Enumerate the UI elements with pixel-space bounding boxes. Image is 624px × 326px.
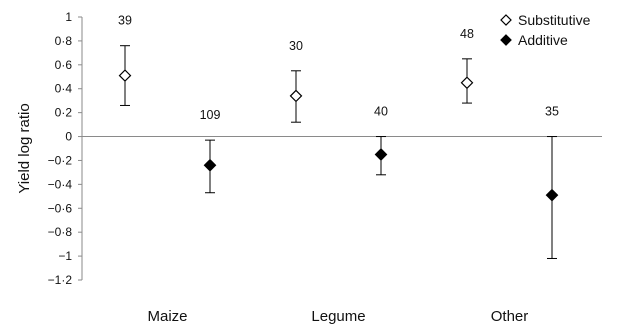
legend: Substitutive Additive bbox=[500, 12, 591, 48]
y-tick-label: −1 bbox=[58, 249, 72, 263]
y-tick-label: 0·2 bbox=[55, 106, 73, 120]
y-tick-label: 0·6 bbox=[55, 58, 73, 72]
sample-size-label: 48 bbox=[460, 27, 474, 41]
substitutive-point bbox=[118, 69, 132, 82]
y-tick-label: −0·4 bbox=[48, 177, 73, 191]
y-tick-label: 0·8 bbox=[55, 34, 73, 48]
sample-size-label: 40 bbox=[374, 105, 388, 119]
y-axis-title: Yield log ratio bbox=[16, 103, 33, 193]
substitutive-point bbox=[460, 76, 474, 90]
y-tick-label: −0·2 bbox=[48, 153, 73, 167]
substitutive-point bbox=[289, 89, 303, 103]
sample-size-label: 39 bbox=[118, 14, 132, 28]
legend-label: Substitutive bbox=[518, 12, 591, 28]
additive-point bbox=[203, 158, 217, 172]
legend-open-diamond-icon bbox=[500, 14, 512, 26]
sample-size-label: 30 bbox=[289, 39, 303, 53]
axes bbox=[81, 17, 602, 280]
legend-label: Additive bbox=[518, 32, 568, 48]
sample-size-label: 109 bbox=[200, 108, 221, 122]
y-ticks: 1 0·8 0·6 0·4 0·2 0 −0·2 −0·4 −0·6 −0·8 −1 −1·2 bbox=[48, 10, 82, 287]
y-tick-label: 0·4 bbox=[55, 82, 73, 96]
additive-point bbox=[374, 148, 388, 161]
y-tick-label: 1 bbox=[65, 10, 72, 24]
x-category-label: Legume bbox=[311, 308, 365, 325]
x-category-label: Other bbox=[491, 308, 529, 325]
y-tick-label: −0·6 bbox=[48, 201, 73, 215]
data-marks: 39 30 48 109 40 35 bbox=[118, 14, 559, 259]
y-tick-label: 0 bbox=[65, 130, 72, 144]
y-tick-label: −1·2 bbox=[48, 273, 73, 287]
y-tick-label: −0·8 bbox=[48, 225, 73, 239]
x-category-label: Maize bbox=[147, 308, 187, 325]
legend-filled-diamond-icon bbox=[500, 34, 512, 46]
sample-size-label: 35 bbox=[545, 105, 559, 119]
additive-point bbox=[545, 188, 559, 202]
x-category-labels: Maize Legume Other bbox=[147, 308, 528, 325]
